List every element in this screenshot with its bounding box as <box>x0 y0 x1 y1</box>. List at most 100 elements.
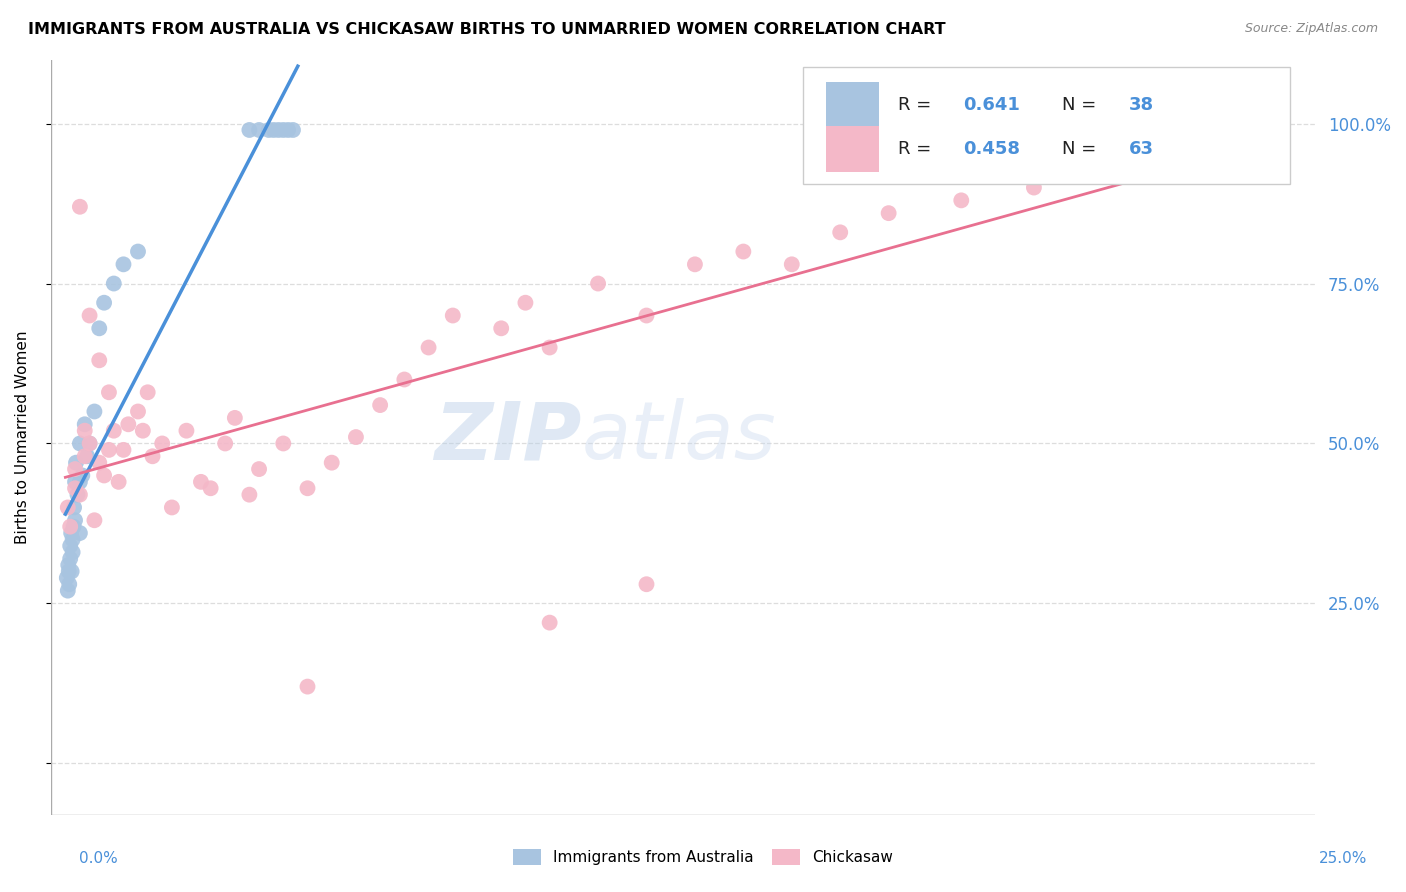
Point <box>69 475 91 489</box>
Point <box>1265 123 1288 137</box>
Text: Source: ZipAtlas.com: Source: ZipAtlas.com <box>1244 22 1378 36</box>
Point <box>127 404 149 418</box>
Point <box>636 577 658 591</box>
Point <box>586 277 609 291</box>
Point <box>780 257 803 271</box>
Point <box>97 442 120 457</box>
Text: atlas: atlas <box>582 398 776 476</box>
Point <box>59 519 82 533</box>
Point <box>69 526 91 541</box>
Point <box>72 468 94 483</box>
Point <box>441 309 464 323</box>
Legend: Immigrants from Australia, Chickasaw: Immigrants from Australia, Chickasaw <box>508 843 898 871</box>
Point <box>394 372 416 386</box>
Point <box>271 436 294 450</box>
Point <box>89 456 111 470</box>
Point <box>79 436 101 450</box>
Point <box>200 481 222 495</box>
Point <box>56 583 79 598</box>
Point <box>56 500 79 515</box>
FancyBboxPatch shape <box>825 127 879 172</box>
Point <box>267 123 290 137</box>
Point <box>297 680 319 694</box>
Point <box>141 450 163 464</box>
Point <box>877 206 900 220</box>
Point <box>1192 123 1215 137</box>
Point <box>263 123 285 137</box>
Point <box>93 468 115 483</box>
Point <box>150 436 173 450</box>
Point <box>160 500 183 515</box>
Point <box>89 321 111 335</box>
Point <box>65 456 87 470</box>
Point <box>59 551 82 566</box>
Point <box>271 123 294 137</box>
Point <box>683 257 706 271</box>
Point <box>73 424 96 438</box>
Point <box>58 558 80 572</box>
Point <box>1143 123 1166 137</box>
Point <box>132 424 155 438</box>
Point <box>69 200 91 214</box>
FancyBboxPatch shape <box>803 67 1289 184</box>
Point <box>112 442 135 457</box>
Point <box>69 436 91 450</box>
Point <box>56 571 79 585</box>
Text: 38: 38 <box>1129 95 1154 113</box>
Point <box>224 410 246 425</box>
Point <box>73 417 96 432</box>
Point <box>257 123 280 137</box>
Point <box>1095 161 1118 176</box>
Point <box>112 257 135 271</box>
Point <box>83 404 105 418</box>
Point <box>62 519 84 533</box>
Point <box>66 488 89 502</box>
Point <box>63 462 86 476</box>
Text: 63: 63 <box>1129 140 1154 158</box>
Point <box>79 309 101 323</box>
Text: 25.0%: 25.0% <box>1319 851 1367 865</box>
Point <box>73 450 96 464</box>
Point <box>489 321 512 335</box>
Point <box>1216 123 1239 137</box>
Point <box>62 533 84 547</box>
Point <box>127 244 149 259</box>
Point <box>368 398 391 412</box>
Text: 0.641: 0.641 <box>963 95 1021 113</box>
Point <box>190 475 212 489</box>
Point <box>62 545 84 559</box>
Point <box>247 462 270 476</box>
Point <box>69 488 91 502</box>
Point <box>297 481 319 495</box>
Point <box>238 123 260 137</box>
Point <box>344 430 367 444</box>
Point <box>63 500 86 515</box>
Text: N =: N = <box>1062 95 1102 113</box>
Point <box>733 244 755 259</box>
Point <box>515 295 537 310</box>
Point <box>76 450 98 464</box>
Point <box>214 436 236 450</box>
Point <box>58 577 80 591</box>
Point <box>1240 123 1263 137</box>
Text: N =: N = <box>1062 140 1102 158</box>
Point <box>538 615 561 630</box>
Point <box>79 436 101 450</box>
Point <box>830 225 852 239</box>
Text: R =: R = <box>897 95 936 113</box>
Point <box>93 295 115 310</box>
Point <box>950 194 973 208</box>
Point <box>59 539 82 553</box>
Point <box>247 123 270 137</box>
Text: 0.0%: 0.0% <box>79 851 118 865</box>
Point <box>136 385 159 400</box>
Point <box>83 513 105 527</box>
Point <box>58 565 80 579</box>
Point <box>97 385 120 400</box>
Point <box>636 309 658 323</box>
Point <box>238 488 260 502</box>
Point <box>321 456 343 470</box>
Point <box>103 424 125 438</box>
Point <box>63 513 86 527</box>
Text: R =: R = <box>897 140 936 158</box>
